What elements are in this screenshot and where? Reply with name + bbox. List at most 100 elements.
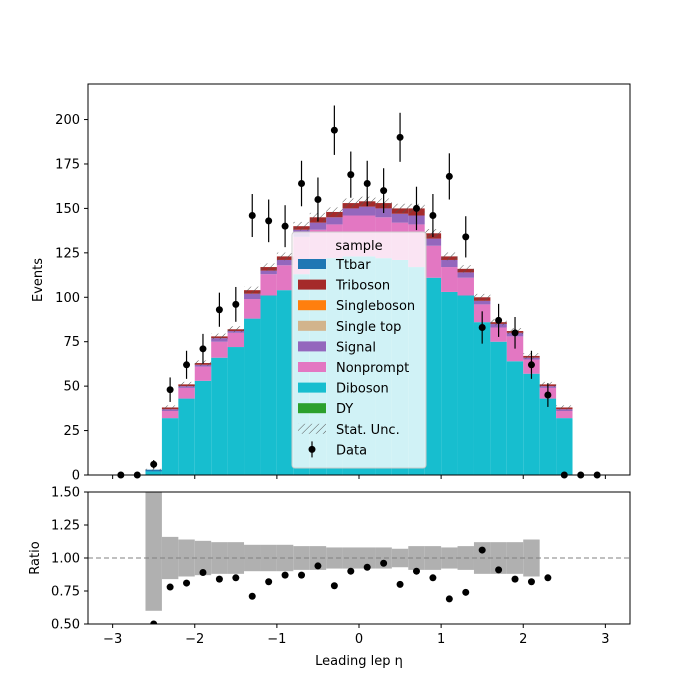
stat-unc-hatch bbox=[293, 221, 310, 231]
bar-nonprompt bbox=[424, 245, 442, 278]
ratio-point bbox=[281, 571, 289, 579]
legend-label-diboson: Diboson bbox=[336, 382, 389, 397]
data-point bbox=[380, 187, 388, 195]
ratio-point bbox=[429, 574, 437, 582]
ratio-y-tick-label: 1.00 bbox=[51, 552, 80, 567]
ratio-point bbox=[183, 579, 191, 587]
data-point bbox=[150, 460, 158, 468]
stat-unc-hatch bbox=[227, 326, 245, 333]
legend-label-signal: Signal bbox=[336, 340, 376, 355]
ratio-y-tick-label: 0.75 bbox=[51, 585, 80, 600]
bar-diboson bbox=[506, 361, 524, 475]
bar-signal bbox=[424, 238, 442, 246]
bar-nonprompt bbox=[556, 411, 573, 419]
data-point bbox=[248, 212, 256, 220]
stat-unc-hatch bbox=[556, 405, 573, 410]
legend-swatch-dy bbox=[298, 403, 326, 414]
legend-label-triboson: Triboson bbox=[335, 279, 390, 294]
data-point bbox=[511, 329, 519, 337]
ratio-point bbox=[511, 575, 519, 583]
ratio-point bbox=[527, 578, 535, 586]
stat-unc-hatch bbox=[211, 333, 228, 340]
data-point bbox=[363, 180, 371, 188]
bar-signal bbox=[211, 338, 228, 342]
y-tick-label: 25 bbox=[63, 424, 80, 439]
data-point bbox=[347, 171, 355, 179]
bar-diboson bbox=[145, 471, 162, 475]
legend-swatch-stat-unc bbox=[298, 423, 326, 434]
legend-marker-data bbox=[308, 445, 316, 453]
y-axis-ticks-ratio: 0.50 0.75 1.00 1.25 1.50 bbox=[51, 486, 88, 633]
y-axis-label-main: Events bbox=[31, 258, 46, 302]
y-tick-label: 100 bbox=[55, 291, 80, 306]
bar-diboson bbox=[276, 290, 294, 475]
ratio-point bbox=[396, 580, 404, 588]
bar-diboson bbox=[244, 318, 261, 475]
bar-nonprompt bbox=[441, 267, 458, 292]
bar-signal bbox=[276, 259, 294, 266]
ratio-point bbox=[330, 582, 338, 590]
x-tick-label: 0 bbox=[355, 632, 363, 647]
x-tick-label: −1 bbox=[267, 632, 286, 647]
ratio-point bbox=[232, 574, 240, 582]
ratio-y-tick-label: 1.25 bbox=[51, 519, 80, 534]
x-axis-ticks-ratio: −3 −2 −1 0 1 2 3 bbox=[103, 624, 610, 647]
bar-diboson bbox=[161, 418, 179, 475]
bar-signal bbox=[556, 409, 573, 412]
ratio-y-tick-label: 1.50 bbox=[51, 486, 80, 501]
legend-swatch-singleboson bbox=[298, 300, 326, 311]
bar-nonprompt bbox=[244, 299, 261, 319]
data-point bbox=[544, 391, 552, 399]
bar-nonprompt bbox=[276, 265, 294, 291]
bar-signal bbox=[391, 213, 409, 223]
x-axis-label: Leading lep η bbox=[315, 654, 403, 669]
ratio-point bbox=[166, 583, 174, 591]
ratio-point bbox=[314, 562, 322, 570]
bar-diboson bbox=[523, 373, 540, 475]
legend-entries: Ttbar Triboson Singleboson Single top Signal… bbox=[298, 258, 415, 458]
data-point bbox=[412, 204, 420, 212]
bar-signal bbox=[244, 293, 261, 300]
bar-signal bbox=[441, 259, 458, 268]
bar-diboson bbox=[457, 295, 474, 475]
legend-swatch-nonprompt bbox=[298, 362, 326, 372]
bar-nonprompt bbox=[211, 341, 228, 358]
stat-unc-hatch bbox=[244, 286, 261, 294]
stat-unc-hatch bbox=[276, 252, 294, 261]
data-point bbox=[166, 386, 174, 394]
stat-unc-hatch bbox=[326, 207, 343, 217]
stat-unc-hatch bbox=[161, 405, 179, 410]
ratio-point bbox=[248, 592, 256, 600]
legend: sample Ttbar Triboson Singleboson Single to… bbox=[291, 231, 427, 469]
data-point bbox=[298, 180, 306, 188]
bar-diboson bbox=[424, 277, 442, 475]
ratio-point bbox=[380, 559, 388, 567]
bar-signal bbox=[178, 386, 195, 388]
x-tick-label: 3 bbox=[601, 632, 609, 647]
data-point bbox=[183, 361, 191, 369]
bar-diboson bbox=[473, 322, 491, 475]
bar-diboson bbox=[178, 398, 195, 475]
data-point bbox=[330, 126, 338, 134]
bar-nonprompt bbox=[457, 277, 474, 296]
data-point bbox=[445, 172, 453, 180]
ratio-point bbox=[462, 588, 470, 596]
ratio-band-segment bbox=[342, 547, 359, 569]
stat-unc-hatch bbox=[260, 263, 277, 271]
bar-signal bbox=[359, 206, 376, 216]
ratio-point bbox=[347, 567, 355, 575]
ratio-band-segment bbox=[309, 546, 327, 570]
y-axis-ticks-main: 0 25 50 75 100 125 150 175 200 bbox=[55, 113, 88, 484]
bar-nonprompt bbox=[178, 387, 195, 399]
data-point bbox=[314, 196, 322, 204]
bar-signal bbox=[260, 270, 277, 275]
bar-diboson bbox=[260, 295, 277, 475]
y-tick-label: 75 bbox=[63, 335, 80, 350]
stat-unc-hatch bbox=[145, 468, 162, 471]
legend-label-nonprompt: Nonprompt bbox=[336, 361, 409, 376]
legend-swatch-triboson bbox=[298, 279, 326, 290]
stat-unc-hatch bbox=[473, 293, 491, 301]
legend-label-single-top: Single top bbox=[336, 320, 401, 335]
x-tick-label: 2 bbox=[519, 632, 527, 647]
stat-unc-hatch bbox=[457, 265, 474, 273]
